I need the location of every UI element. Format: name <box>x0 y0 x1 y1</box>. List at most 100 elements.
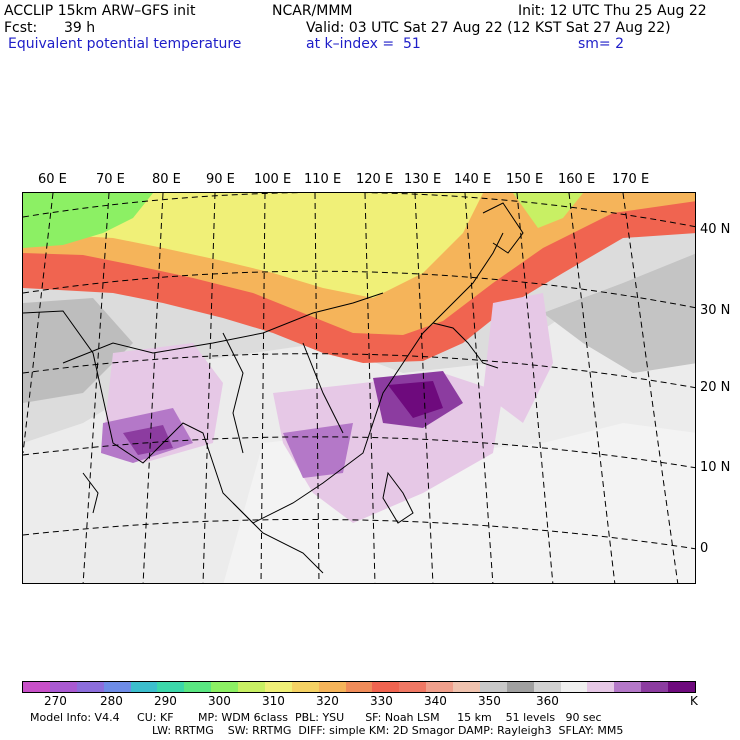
lat-label: 40 N <box>700 222 731 237</box>
lon-label: 160 E <box>558 172 596 187</box>
field-name: Equivalent potential temperature <box>8 36 242 52</box>
meridian-line <box>202 193 216 583</box>
colorbar-swatch <box>157 682 185 692</box>
meridian-line <box>314 193 320 583</box>
theta-e-map <box>22 192 696 584</box>
meridian-line <box>414 193 434 583</box>
colorbar-swatch <box>372 682 400 692</box>
colorbar-swatch <box>345 682 373 692</box>
colorbar-swatch <box>641 682 668 692</box>
lon-label: 130 E <box>404 172 442 187</box>
colorbar-swatch <box>560 682 588 692</box>
coastlines <box>23 202 524 574</box>
meridian-line <box>516 193 554 583</box>
center-name: NCAR/MMM <box>272 3 353 19</box>
forecast-hour: 39 h <box>64 20 96 36</box>
cool-band-east <box>513 193 583 228</box>
mainland-coast <box>23 232 504 524</box>
colorbar-swatch <box>238 682 265 692</box>
lon-label: 100 E <box>254 172 292 187</box>
valid-time: Valid: 03 UTC Sat 27 Aug 22 (12 KST Sat … <box>306 20 671 36</box>
country-border <box>302 342 344 434</box>
grey-field-west <box>23 298 133 403</box>
colorbar-tick-label: 300 <box>208 694 231 708</box>
philippines-coast <box>382 471 414 524</box>
colorbar-tick-label: 270 <box>44 694 67 708</box>
grey-field-pacific <box>543 253 695 373</box>
japan-coast <box>432 322 499 369</box>
meridian-line <box>23 193 54 454</box>
model-info-line1: Model Info: V4.4 CU: KF MP: WDM 6class P… <box>30 711 602 724</box>
sakhalin-coast <box>482 202 524 254</box>
colorbar-swatch <box>264 682 292 692</box>
colorbar-swatch <box>506 682 534 692</box>
meridian-line <box>142 193 164 583</box>
moist-region-peak <box>388 381 443 418</box>
colorbar-swatch <box>291 682 319 692</box>
parallel-line <box>23 193 695 228</box>
lon-label: 120 E <box>356 172 394 187</box>
sri-lanka-coast <box>82 472 99 514</box>
meridian-line <box>622 193 679 583</box>
model-title: ACCLIP 15km ARW–GFS init <box>4 3 196 19</box>
meridian-line <box>364 193 376 583</box>
meridian-line <box>82 193 110 583</box>
lon-label: 80 E <box>152 172 181 187</box>
colorbar-unit: K <box>690 694 698 708</box>
warm-band-yellow <box>23 193 483 298</box>
meridian-line <box>464 193 494 583</box>
indonesia-coast <box>232 502 324 574</box>
lat-label: 20 N <box>700 380 731 395</box>
colorbar <box>22 681 696 693</box>
colorbar-swatch <box>49 682 77 692</box>
map-field-svg <box>23 193 695 583</box>
colorbar-swatch <box>103 682 131 692</box>
colorbar-swatch <box>130 682 158 692</box>
colorbar-swatch <box>318 682 346 692</box>
lon-label: 110 E <box>304 172 342 187</box>
lon-label: 90 E <box>206 172 235 187</box>
colorbar-swatch <box>614 682 642 692</box>
colorbar-swatch <box>533 682 561 692</box>
meridian-line <box>260 193 266 583</box>
colorbar-swatch <box>453 682 480 692</box>
colorbar-swatch <box>426 682 453 692</box>
colorbar-tick-label: 320 <box>316 694 339 708</box>
colorbar-tick-label: 350 <box>478 694 501 708</box>
init-time: Init: 12 UTC Thu 25 Aug 22 <box>518 3 707 19</box>
lat-label: 30 N <box>700 303 731 318</box>
lon-label: 140 E <box>454 172 492 187</box>
country-border <box>62 292 384 364</box>
colorbar-tick-label: 280 <box>100 694 123 708</box>
parallel-line <box>23 353 695 389</box>
cool-band-green <box>23 193 153 248</box>
lon-label: 150 E <box>506 172 544 187</box>
parallel-line <box>23 270 695 309</box>
smoothing-info: sm= 2 <box>578 36 625 52</box>
colorbar-swatch <box>399 682 427 692</box>
level-info: at k–index = 51 <box>306 36 421 52</box>
forecast-label: Fcst: <box>4 20 38 36</box>
model-info-line2: LW: RRTMG SW: RRTMG DIFF: simple KM: 2D … <box>152 724 624 737</box>
colorbar-swatch <box>668 682 695 692</box>
colorbar-swatch <box>587 682 615 692</box>
lat-label: 0 <box>700 541 709 556</box>
colorbar-tick-label: 330 <box>370 694 393 708</box>
lat-label: 10 N <box>700 460 731 475</box>
lat-lon-grid <box>23 193 695 583</box>
moist-region-core <box>123 425 173 455</box>
lon-label: 170 E <box>612 172 650 187</box>
colorbar-swatch <box>211 682 238 692</box>
colorbar-tick-label: 310 <box>262 694 285 708</box>
colorbar-swatch <box>76 682 104 692</box>
lon-label: 70 E <box>96 172 125 187</box>
colorbar-swatch <box>184 682 212 692</box>
colorbar-swatch <box>479 682 507 692</box>
colorbar-swatch <box>23 682 50 692</box>
country-border <box>222 332 244 454</box>
colorbar-tick-label: 340 <box>424 694 447 708</box>
meridian-line <box>568 193 616 583</box>
moist-region <box>483 293 553 423</box>
colorbar-tick-label: 290 <box>154 694 177 708</box>
lon-label: 60 E <box>38 172 67 187</box>
